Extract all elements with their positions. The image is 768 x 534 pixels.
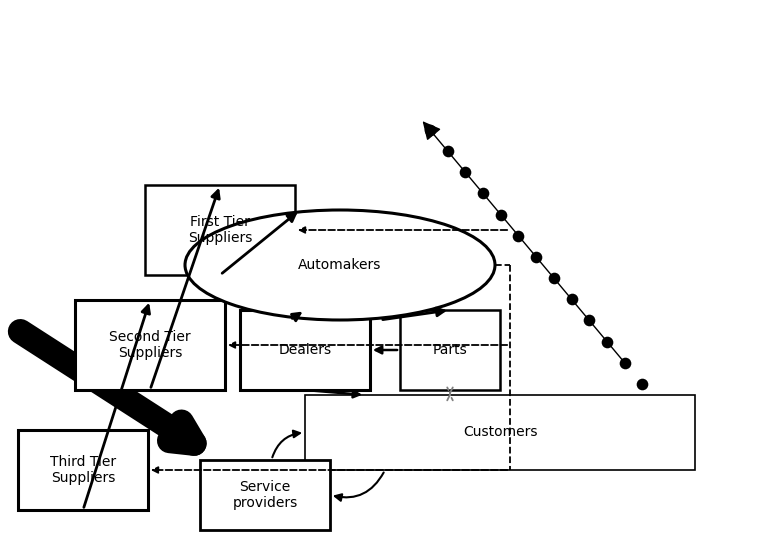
Text: Service
providers: Service providers [233, 480, 298, 510]
Text: Customers: Customers [463, 426, 538, 439]
Text: Second Tier
Suppliers: Second Tier Suppliers [109, 330, 190, 360]
Text: First Tier
Suppliers: First Tier Suppliers [188, 215, 252, 245]
Bar [240, 310, 370, 390]
Bar [145, 185, 295, 275]
Bar [400, 310, 500, 390]
Bar [18, 430, 148, 510]
Text: Automakers: Automakers [298, 258, 382, 272]
Bar [305, 395, 695, 470]
Text: Dealers: Dealers [279, 343, 332, 357]
Text: Parts: Parts [432, 343, 468, 357]
Ellipse shape [185, 210, 495, 320]
Text: Third Tier
Suppliers: Third Tier Suppliers [50, 455, 116, 485]
Bar [200, 460, 330, 530]
Bar [75, 300, 225, 390]
